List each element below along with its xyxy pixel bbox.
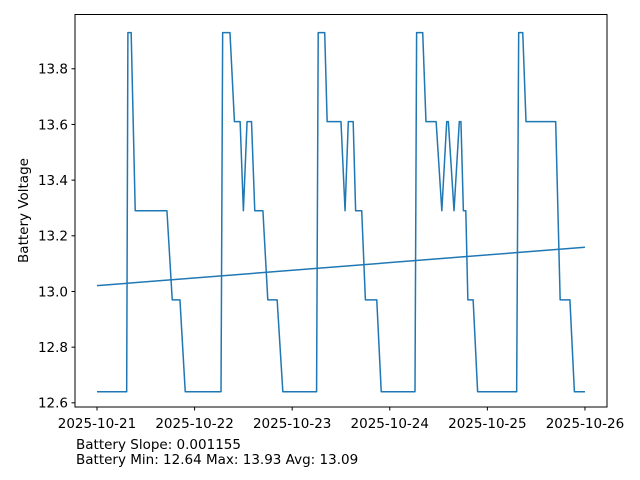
stats-minmax-text: Battery Min: 12.64 Max: 13.93 Avg: 13.09 — [76, 452, 358, 468]
y-tick-label: 12.8 — [38, 340, 68, 356]
battery-trend-line — [96, 246, 586, 287]
x-tick-label: 2025-10-23 — [253, 416, 331, 432]
y-axis-label: Battery Voltage — [16, 158, 32, 263]
plot-area: 2025-10-21 2025-10-22 2025-10-23 2025-10-24… — [38, 14, 624, 432]
y-tick-label: 13.2 — [38, 229, 68, 245]
x-tick-label: 2025-10-22 — [155, 416, 233, 432]
x-tick-label: 2025-10-21 — [58, 416, 136, 432]
x-tick-label: 2025-10-25 — [448, 416, 526, 432]
y-tick-label: 13.6 — [38, 117, 68, 133]
y-tick-label: 12.6 — [38, 396, 68, 412]
y-tick-label: 13.8 — [38, 62, 68, 78]
stats-slope-text: Battery Slope: 0.001155 — [76, 437, 241, 453]
battery-voltage-line — [97, 31, 585, 393]
axes-frame — [74, 14, 608, 408]
x-tick-label: 2025-10-24 — [351, 416, 429, 432]
x-tick-label: 2025-10-26 — [546, 416, 624, 432]
y-tick-label: 13.4 — [38, 173, 68, 189]
y-tick-label: 13.0 — [38, 284, 68, 300]
